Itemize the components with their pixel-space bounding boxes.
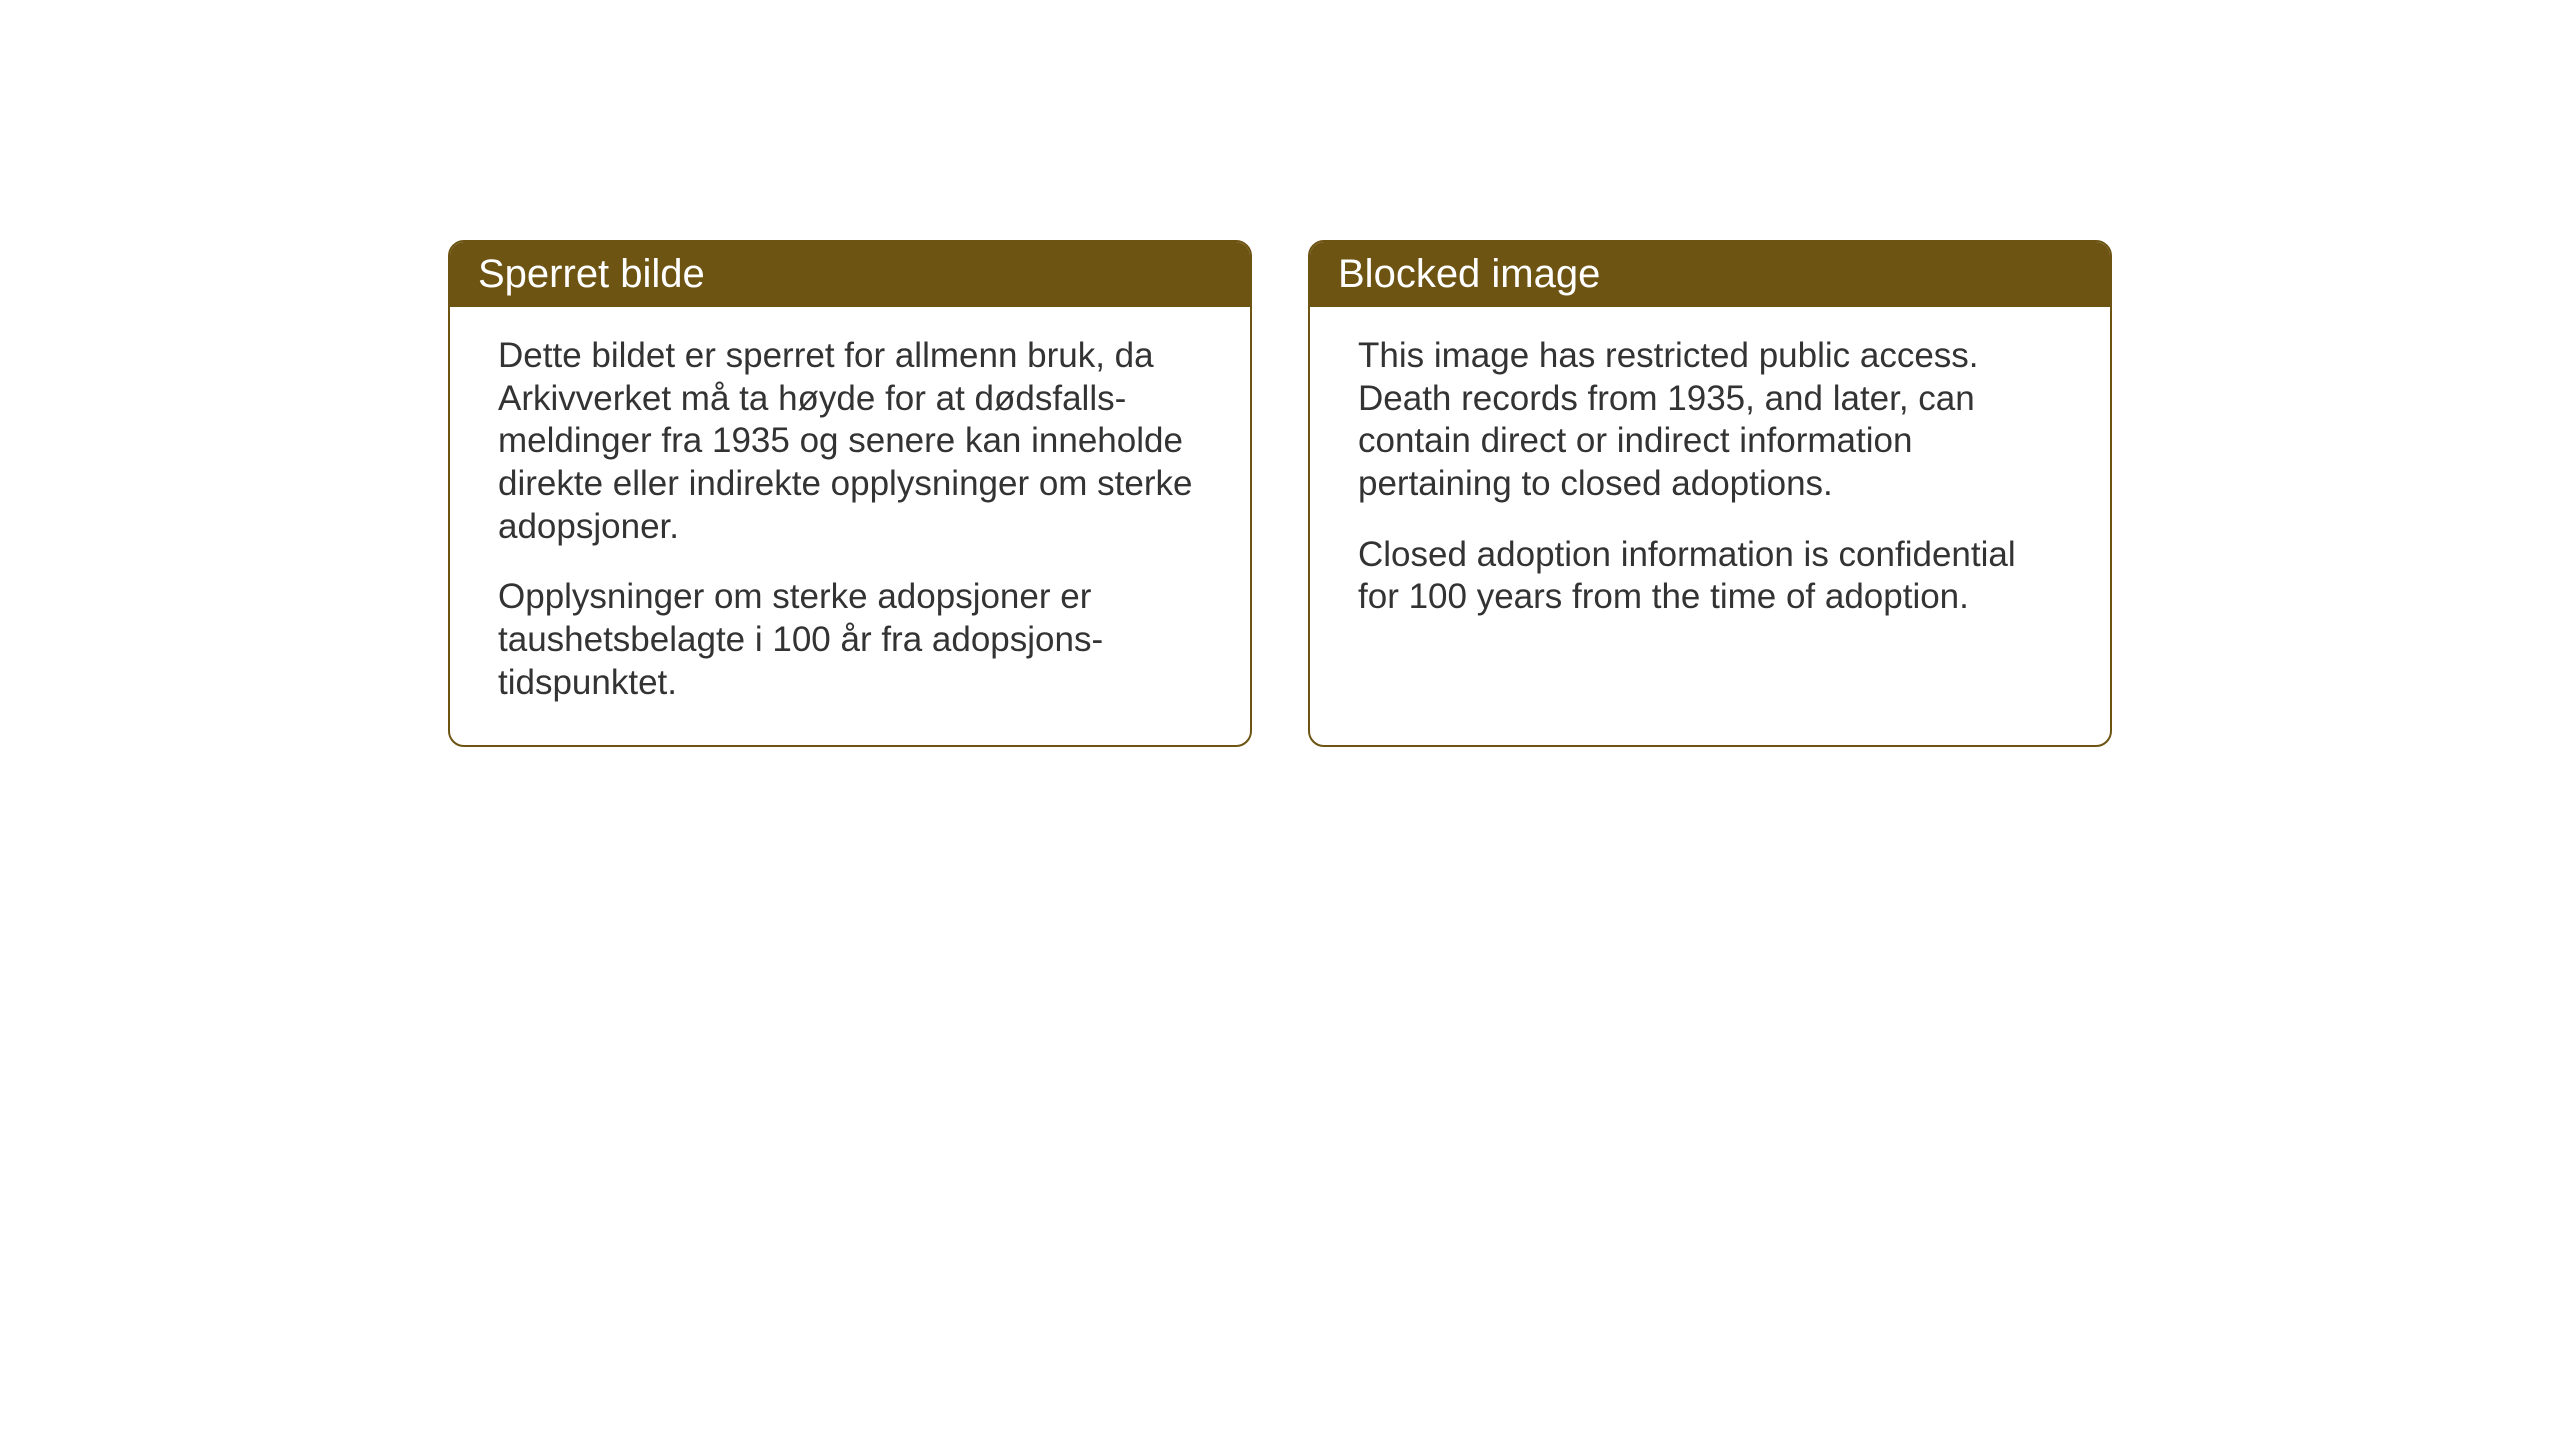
notice-body-norwegian: Dette bildet er sperret for allmenn bruk… (450, 307, 1250, 745)
notice-box-english: Blocked image This image has restricted … (1308, 240, 2112, 747)
notice-title-english: Blocked image (1338, 252, 1600, 296)
notice-paragraph-1-english: This image has restricted public access.… (1358, 335, 2062, 506)
notice-body-english: This image has restricted public access.… (1310, 307, 2110, 659)
notice-paragraph-2-norwegian: Opplysninger om sterke adopsjoner er tau… (498, 576, 1202, 704)
notice-header-norwegian: Sperret bilde (450, 242, 1250, 307)
notice-paragraph-1-norwegian: Dette bildet er sperret for allmenn bruk… (498, 335, 1202, 548)
notice-box-norwegian: Sperret bilde Dette bildet er sperret fo… (448, 240, 1252, 747)
notice-paragraph-2-english: Closed adoption information is confident… (1358, 534, 2062, 619)
notice-container: Sperret bilde Dette bildet er sperret fo… (448, 240, 2112, 747)
notice-title-norwegian: Sperret bilde (478, 252, 705, 296)
notice-header-english: Blocked image (1310, 242, 2110, 307)
